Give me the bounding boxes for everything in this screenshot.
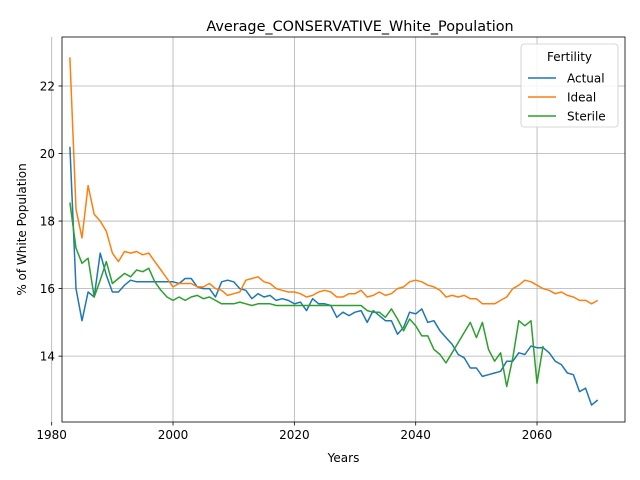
series-lines [69, 57, 599, 406]
chart-title: Average_CONSERVATIVE_White_Population [206, 19, 513, 35]
legend-item-ideal: Ideal [528, 90, 596, 104]
legend-label: Ideal [567, 90, 596, 104]
plot-frame [61, 36, 626, 423]
legend-item-actual: Actual [528, 71, 605, 85]
series-line-actual [69, 146, 599, 406]
axis-ticks: 1980 2000 2020 2040 2060 14 16 18 20 22 [36, 79, 552, 442]
x-tick-label: 2000 [158, 428, 189, 442]
y-tick-label: 20 [40, 147, 55, 161]
x-tick-label: 1980 [36, 428, 67, 442]
legend-item-sterile: Sterile [528, 109, 606, 123]
y-tick-label: 18 [40, 214, 55, 228]
legend-label: Sterile [567, 109, 606, 123]
y-tick-label: 14 [40, 349, 55, 363]
x-axis-label: Years [327, 451, 360, 465]
x-tick-label: 2060 [522, 428, 553, 442]
legend-label: Actual [567, 71, 605, 85]
legend-box [520, 43, 619, 128]
series-line-sterile [69, 202, 544, 388]
legend: Fertility Actual Ideal Sterile [520, 43, 619, 128]
x-tick-label: 2040 [400, 428, 431, 442]
series-line-ideal [69, 57, 599, 305]
legend-title: Fertility [547, 50, 592, 64]
y-tick-label: 16 [40, 282, 55, 296]
y-axis-label: % of White Population [15, 163, 29, 295]
legend-entries: Actual Ideal Sterile [528, 71, 606, 123]
x-tick-label: 2020 [279, 428, 310, 442]
y-tick-label: 22 [40, 79, 55, 93]
